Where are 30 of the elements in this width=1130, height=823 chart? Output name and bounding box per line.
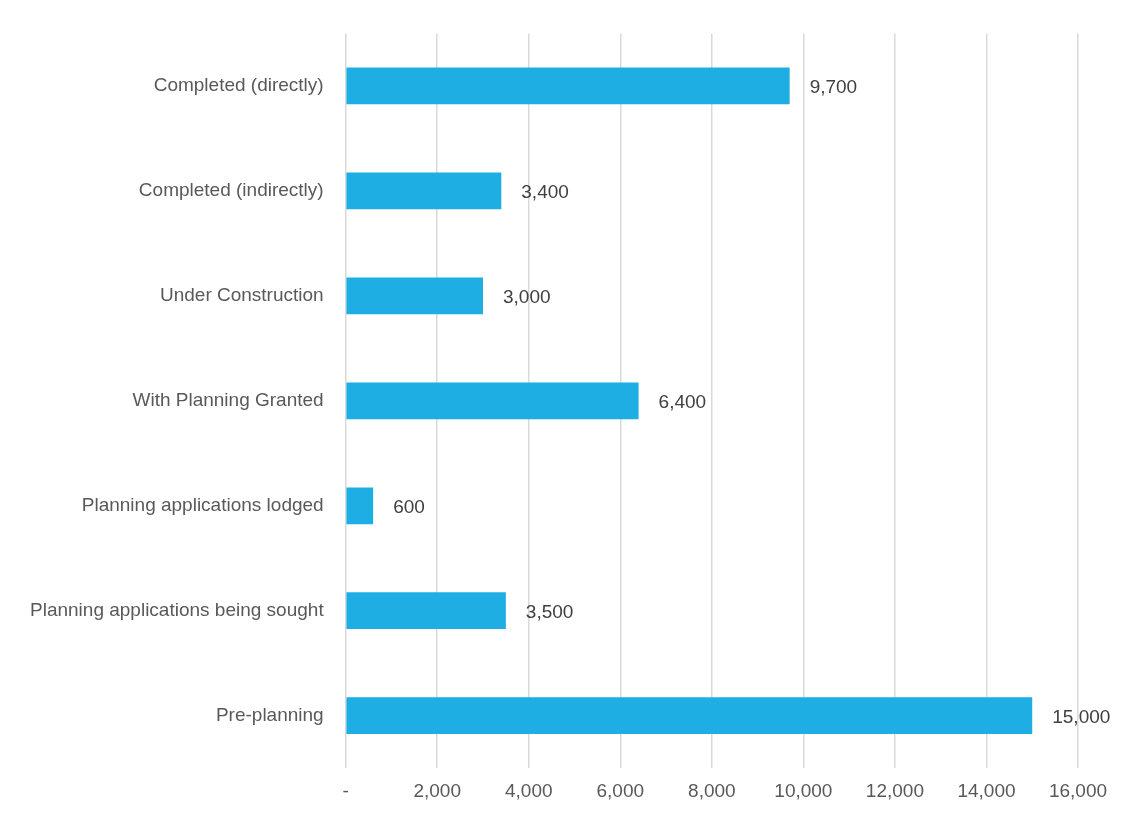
bar <box>346 592 506 630</box>
x-tick-label: 12,000 <box>865 779 924 801</box>
bar <box>346 67 790 105</box>
x-tick-label: 16,000 <box>1048 779 1108 801</box>
x-tick-label: 8,000 <box>688 779 736 801</box>
y-tick-label: Planning applications being sought <box>29 598 325 620</box>
x-tick-label: 4,000 <box>504 779 553 801</box>
bar <box>346 172 502 210</box>
data-label: 600 <box>393 496 425 518</box>
x-tick-label: - <box>342 779 349 801</box>
y-tick-label: With Planning Granted <box>132 389 324 411</box>
data-label: 15,000 <box>1052 705 1111 727</box>
bar <box>346 382 639 420</box>
x-tick-label: 6,000 <box>596 779 645 801</box>
y-tick-label: Pre-planning <box>215 703 324 725</box>
x-tick-label: 14,000 <box>957 779 1016 801</box>
bar <box>346 277 483 315</box>
data-label: 3,500 <box>525 600 574 622</box>
y-tick-label: Completed (directly) <box>153 74 324 96</box>
data-label: 3,000 <box>502 286 551 308</box>
data-label: 3,400 <box>521 181 569 203</box>
y-tick-label: Under Construction <box>159 284 324 306</box>
y-tick-label: Planning applications lodged <box>81 494 324 516</box>
bar <box>346 697 1033 735</box>
x-tick-label: 10,000 <box>774 779 833 801</box>
data-label: 9,700 <box>809 76 858 98</box>
data-label: 6,400 <box>658 391 707 413</box>
bar <box>346 487 374 525</box>
x-tick-label: 2,000 <box>413 779 461 801</box>
y-tick-label: Completed (indirectly) <box>138 179 324 201</box>
